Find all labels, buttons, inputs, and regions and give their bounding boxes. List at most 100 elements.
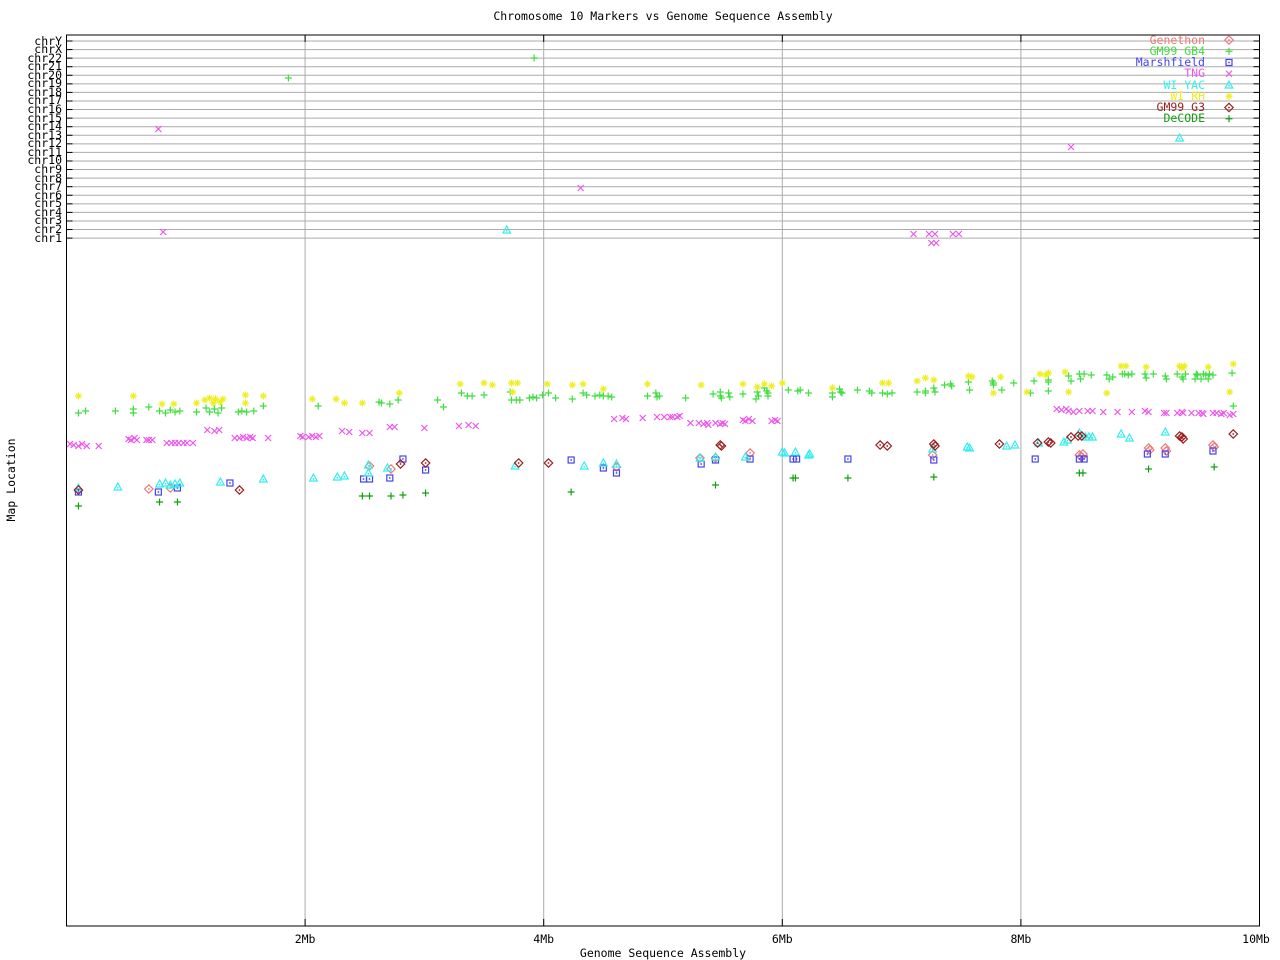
point-g3 (716, 440, 727, 452)
point-gb4 (754, 392, 762, 400)
point-marshfield (599, 464, 607, 472)
point-tng (127, 436, 135, 444)
point-marshfield (930, 456, 938, 464)
x-tick-label-10Mb: 10Mb (1242, 932, 1270, 946)
plot-border (66, 34, 1260, 927)
point-marshfield (612, 469, 621, 477)
point-wirh (1023, 388, 1031, 396)
y-tick-label-chr20: chr20 (27, 67, 62, 82)
y-tick-label-chr8: chr8 (34, 170, 62, 185)
point-wirh (129, 392, 137, 400)
point-gb4 (1087, 371, 1095, 379)
point-tng (95, 442, 103, 450)
point-marshfield (746, 455, 754, 463)
point-tng (687, 419, 694, 427)
point-tng (1075, 407, 1083, 415)
point-gb4 (193, 408, 201, 416)
point-gb4 (1204, 375, 1212, 383)
point-gb4 (941, 381, 949, 389)
y-tick-label-chr17: chr17 (27, 93, 62, 108)
point-tng-chr12 (1067, 143, 1075, 151)
point-wiyac (1001, 440, 1012, 450)
point-tng (749, 417, 756, 425)
point-tng (653, 413, 661, 421)
legend-marker-tng (1225, 70, 1233, 78)
point-wirh (1180, 362, 1188, 370)
point-marshfield (1075, 455, 1083, 463)
point-wirh (930, 376, 938, 384)
point-gb4 (552, 394, 560, 402)
point-gb4 (525, 394, 533, 402)
point-tng (1128, 408, 1136, 416)
point-gb4 (655, 392, 663, 400)
point-gb4 (250, 407, 258, 415)
legend-marker-decode (1225, 115, 1233, 123)
point-tng-chr2 (159, 228, 167, 236)
point-g3 (994, 438, 1005, 450)
point-wirh (1065, 388, 1073, 396)
point-marshfield (1031, 455, 1039, 463)
point-gb4 (643, 392, 651, 400)
point-gb4 (1128, 370, 1136, 378)
point-gb4 (989, 381, 997, 389)
point-wirh (697, 381, 705, 389)
point-gb4 (166, 406, 174, 414)
point-wirh (209, 399, 217, 407)
point-tng (1099, 408, 1107, 416)
point-wiyac (740, 451, 751, 461)
point-gb4-chr20 (284, 74, 292, 82)
point-wiyac (175, 477, 185, 487)
point-gb4 (480, 391, 488, 399)
point-wirh (879, 379, 887, 387)
y-tick-label-chr14: chr14 (27, 119, 62, 134)
chart-title: Chromosome 10 Markers vs Genome Sequence… (493, 9, 833, 23)
point-gb4 (739, 390, 747, 398)
point-g3 (234, 484, 245, 496)
point-wirh (456, 380, 464, 388)
point-gb4 (218, 404, 226, 412)
point-tng-chr1 (949, 230, 957, 238)
point-tng-chr1 (931, 230, 939, 238)
point-gb4 (314, 402, 322, 410)
point-wirh (358, 399, 366, 407)
point-tng (345, 428, 353, 436)
legend-marker-wirh (1225, 92, 1233, 100)
point-decode (156, 498, 164, 506)
point-wiyac (363, 467, 374, 477)
point-tng (143, 436, 150, 444)
point-gb4 (725, 389, 733, 397)
point-wirh (241, 391, 249, 399)
point-gb4 (434, 396, 442, 404)
point-wirh (513, 379, 521, 387)
point-gb4 (439, 403, 447, 411)
point-wiyac (112, 481, 123, 491)
point-tng (75, 442, 82, 450)
point-gb4 (1010, 379, 1018, 387)
point-gb4 (1141, 370, 1149, 378)
point-gb4 (796, 386, 804, 394)
point-tng (1179, 409, 1187, 417)
point-tng (1069, 408, 1077, 416)
point-tng (133, 436, 141, 444)
point-marshfield (154, 488, 162, 496)
point-gb4 (1193, 371, 1201, 379)
point-wiyac-chr13 (1174, 132, 1185, 142)
point-marshfield (1143, 450, 1151, 458)
y-tick-label-chr2: chr2 (34, 222, 62, 237)
point-marshfield (365, 475, 374, 483)
point-gb4 (604, 392, 612, 400)
point-tng (1220, 409, 1228, 417)
point-tng-chr1 (955, 230, 963, 238)
point-gb4 (202, 404, 210, 412)
point-gb4 (162, 409, 170, 417)
point-g3 (929, 440, 941, 452)
point-gb4 (1162, 375, 1170, 383)
point-tng (666, 413, 674, 421)
point-tng (639, 414, 647, 422)
point-gb4 (764, 392, 772, 400)
point-g3 (395, 458, 406, 470)
point-wirh (768, 382, 776, 390)
point-tng (660, 413, 668, 421)
point-wirh (1122, 362, 1130, 370)
